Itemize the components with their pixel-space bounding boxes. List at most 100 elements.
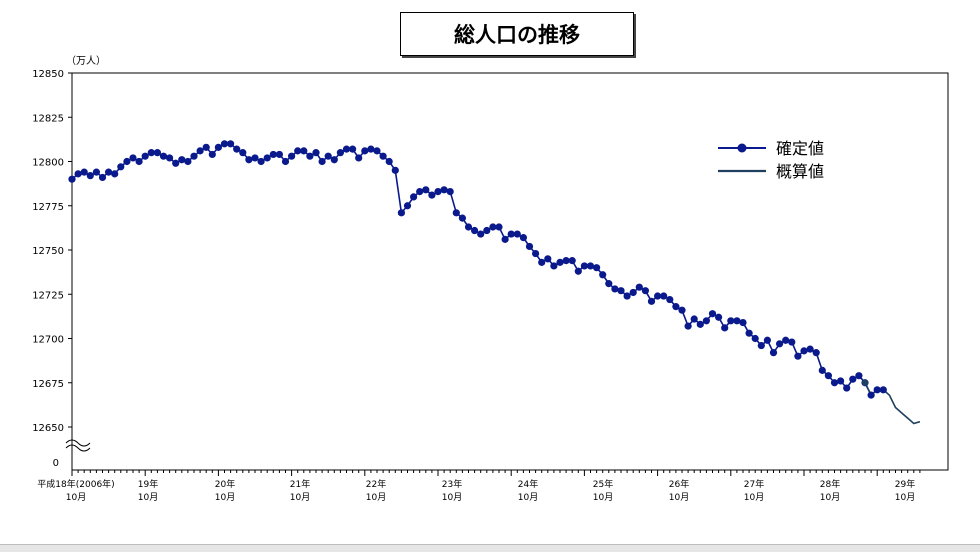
data-point-confirmed (458, 214, 466, 222)
data-point-confirmed (751, 334, 759, 343)
legend-label-confirmed: 確定値 (776, 139, 824, 158)
data-point-confirmed (422, 186, 430, 194)
axis-break-mark (65, 444, 91, 452)
data-point-confirmed (428, 191, 436, 199)
data-point-confirmed (416, 187, 424, 196)
data-point-confirmed (391, 166, 399, 174)
data-point-confirmed (483, 226, 491, 235)
data-point-confirmed (166, 154, 174, 162)
data-point-confirmed (495, 223, 503, 231)
data-point-confirmed (288, 152, 296, 160)
data-point-confirmed (599, 271, 607, 279)
data-point-confirmed (86, 172, 94, 180)
data-point-confirmed (263, 154, 271, 162)
data-point-confirmed (580, 262, 589, 270)
data-point-confirmed (879, 386, 887, 394)
data-point-confirmed (434, 187, 442, 196)
data-point-confirmed (68, 175, 76, 183)
data-point-confirmed (715, 313, 723, 321)
x-tick-label-year: 21年 (290, 478, 310, 490)
data-point-confirmed (855, 372, 863, 380)
data-point-confirmed (74, 170, 82, 178)
data-point-confirmed (678, 306, 686, 314)
data-point-confirmed (312, 149, 320, 157)
y-tick-label: 12750 (32, 246, 64, 257)
data-point-confirmed (397, 209, 405, 217)
data-point-confirmed (745, 329, 753, 337)
data-point-confirmed (281, 157, 290, 166)
data-point-confirmed (464, 223, 473, 231)
data-point-confirmed (385, 157, 393, 166)
data-point-confirmed (794, 352, 802, 360)
data-point-confirmed (330, 156, 338, 164)
data-point-confirmed (105, 168, 113, 176)
data-point-confirmed (574, 267, 582, 275)
data-point-confirmed (593, 264, 601, 272)
data-point-confirmed (684, 322, 692, 330)
x-tick-label-year: 26年 (669, 478, 689, 490)
data-point-confirmed (117, 163, 125, 171)
data-point-confirmed (367, 145, 375, 153)
x-tick-label-month: 10月 (215, 492, 235, 503)
data-point-confirmed (294, 147, 302, 155)
data-point-confirmed (111, 170, 119, 178)
data-point-confirmed (172, 159, 180, 167)
x-tick-label-year: 平成18年(2006年) (37, 478, 114, 490)
data-point-confirmed (190, 152, 198, 160)
data-point-confirmed (586, 262, 595, 270)
data-point-confirmed (92, 168, 100, 176)
data-point-confirmed (355, 154, 363, 162)
data-point-confirmed (556, 258, 564, 266)
data-point-confirmed (141, 152, 149, 160)
data-point-confirmed (306, 152, 314, 160)
data-point-confirmed (275, 150, 283, 159)
data-point-confirmed (873, 386, 881, 394)
data-point-confirmed (202, 143, 210, 151)
y-tick-label: 12850 (32, 69, 64, 80)
x-tick-label-month: 10月 (366, 492, 386, 503)
data-point-confirmed (220, 140, 229, 148)
bottom-divider (0, 544, 980, 552)
data-point-confirmed (806, 345, 814, 353)
data-point-confirmed (867, 391, 875, 399)
data-point-confirmed (800, 347, 808, 355)
data-point-confirmed (342, 145, 351, 153)
data-point-confirmed (507, 230, 515, 238)
x-tick-label-month: 10月 (518, 492, 538, 503)
data-point-confirmed (641, 287, 650, 295)
data-point-confirmed (525, 242, 534, 251)
data-point-confirmed (373, 147, 381, 155)
data-point-confirmed (782, 336, 790, 344)
data-point-confirmed (672, 303, 680, 311)
data-point-confirmed (379, 152, 387, 160)
data-point-confirmed (660, 292, 668, 300)
series-line-estimated (864, 382, 921, 425)
data-point-confirmed (763, 336, 772, 344)
data-point-confirmed (538, 258, 546, 266)
plot-frame (71, 72, 949, 471)
x-tick-label-month: 10月 (895, 492, 915, 503)
data-point-confirmed (361, 147, 369, 155)
x-tick-label-month: 10月 (138, 492, 158, 503)
data-point-confirmed (245, 156, 253, 164)
data-point-confirmed (824, 372, 833, 380)
y-tick-label: 12800 (32, 158, 64, 169)
data-point-confirmed (410, 193, 418, 201)
data-point-confirmed (690, 315, 698, 323)
data-point-confirmed (812, 349, 820, 357)
data-point-confirmed (513, 230, 521, 238)
data-point-confirmed (123, 157, 131, 166)
data-point-confirmed (251, 154, 259, 162)
data-point-confirmed (757, 341, 765, 350)
x-tick-label-year: 28年 (820, 478, 840, 490)
data-point-confirmed (849, 375, 857, 383)
data-point-confirmed (403, 202, 412, 210)
data-point-confirmed (544, 255, 552, 263)
x-tick-label-year: 23年 (442, 478, 462, 490)
x-tick-label-month: 10月 (669, 492, 689, 503)
data-point-confirmed (605, 280, 613, 288)
data-point-confirmed (739, 318, 747, 327)
data-point-confirmed (818, 366, 826, 374)
x-tick-label-year: 29年 (895, 478, 915, 490)
